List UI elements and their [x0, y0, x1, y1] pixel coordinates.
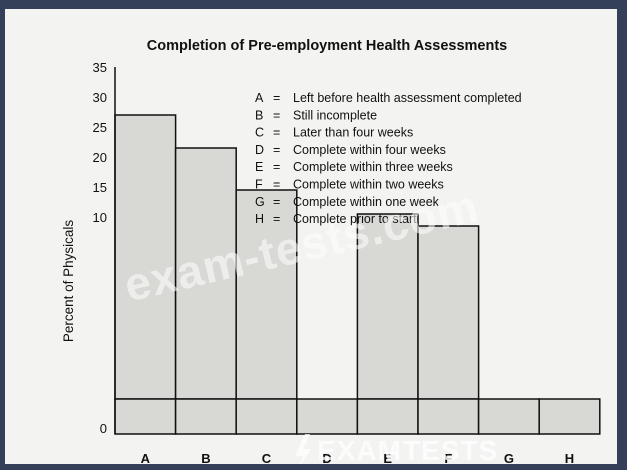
y-tick-label: 20 — [93, 150, 107, 165]
x-tick-label-h: H — [565, 451, 574, 464]
legend-separator: = — [273, 108, 280, 122]
bar-f — [417, 225, 480, 400]
bar-a — [114, 114, 177, 400]
y-tick-label: 15 — [93, 180, 107, 195]
legend-separator: = — [273, 178, 280, 192]
x-tick-label-b: B — [201, 451, 210, 464]
legend-entry: Still incomplete — [293, 108, 377, 122]
legend-key: E — [255, 160, 263, 174]
legend: A = Left before health assessment complete… — [255, 91, 522, 226]
legend-entry: Left before health assessment completed — [293, 91, 522, 105]
legend-key: H — [255, 212, 264, 226]
legend-key: D — [255, 143, 264, 157]
y-tick-label: 35 — [93, 60, 107, 75]
band-cell-g — [477, 398, 540, 435]
band-cell-h — [538, 398, 601, 435]
bar-c — [235, 189, 298, 400]
y-tick-label: 0 — [100, 421, 107, 436]
band-cell-b — [174, 398, 237, 435]
x-tick-label-d: D — [322, 451, 331, 464]
band-cell-d — [296, 398, 359, 435]
x-tick-labels: A B C D E F G H — [141, 451, 575, 464]
chart-title: Completion of Pre-employment Health Asse… — [147, 38, 507, 54]
bars-layer — [114, 114, 480, 400]
x-tick-label-e: E — [383, 451, 392, 464]
legend-separator: = — [273, 143, 280, 157]
brand-text-sep: - — [389, 435, 399, 464]
legend-entry: Complete within two weeks — [293, 178, 444, 192]
axis-band — [114, 398, 601, 435]
legend-entry: Complete within four weeks — [293, 143, 446, 157]
legend-key: C — [255, 126, 264, 140]
band-cell-c — [235, 398, 298, 435]
legend-separator: = — [273, 160, 280, 174]
legend-key: G — [255, 195, 265, 209]
legend-key: A — [255, 91, 264, 105]
legend-entry: Later than four weeks — [293, 126, 413, 140]
x-tick-label-g: G — [504, 451, 514, 464]
legend-entry: Complete within one week — [293, 195, 440, 209]
y-tick-label: 10 — [93, 210, 107, 225]
y-axis-label: Percent of Physicals — [61, 220, 76, 343]
x-tick-label-c: C — [262, 451, 272, 464]
band-cell-e — [356, 398, 419, 435]
legend-separator: = — [273, 91, 280, 105]
x-tick-label-f: F — [444, 451, 452, 464]
bar-chart: Completion of Pre-employment Health Asse… — [61, 38, 601, 464]
bolt-icon — [295, 434, 311, 464]
y-tick-label: 25 — [93, 120, 107, 135]
bar-b — [174, 147, 237, 400]
legend-key: B — [255, 108, 263, 122]
legend-separator: = — [273, 195, 280, 209]
chart-frame: Completion of Pre-employment Health Asse… — [5, 9, 617, 464]
brand-text-left: EXAM — [317, 435, 402, 464]
y-tick-labels: 0 10 15 20 25 30 35 — [93, 60, 107, 436]
brand-text-right: TESTS — [403, 435, 498, 464]
legend-entry: Complete within three weeks — [293, 160, 453, 174]
x-tick-label-a: A — [141, 451, 151, 464]
band-cell-f — [417, 398, 480, 435]
brand-watermark: EXAM - TESTS — [295, 434, 498, 464]
band-cell-a — [114, 398, 177, 435]
legend-key: F — [255, 178, 263, 192]
y-tick-label: 30 — [93, 90, 107, 105]
legend-separator: = — [273, 212, 280, 226]
legend-entry: Complete prior to start — [293, 212, 417, 226]
legend-separator: = — [273, 126, 280, 140]
